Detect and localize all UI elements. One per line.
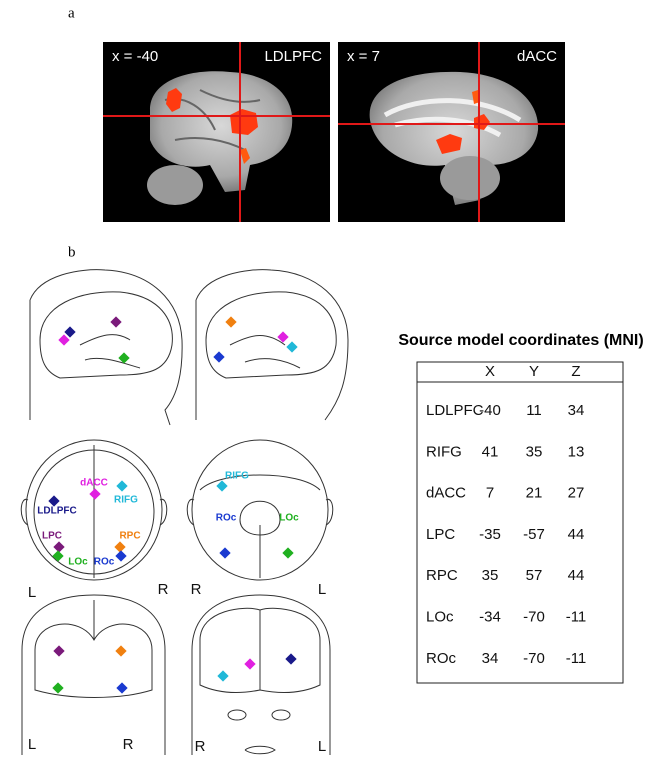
table-cell: -11	[566, 650, 587, 667]
table-cell: -35	[479, 526, 501, 543]
table-cell: 13	[568, 443, 585, 460]
table-cell: 21	[526, 485, 543, 502]
column-header: Y	[529, 363, 539, 380]
source-label: RPC	[119, 531, 140, 542]
row-header: RPC	[426, 567, 458, 584]
row-header: ROc	[426, 650, 457, 667]
table-cell: -40	[479, 402, 501, 419]
source-label: LPC	[42, 531, 62, 542]
table-cell: 34	[568, 402, 585, 419]
image-coord: x = -40	[112, 48, 158, 65]
row-header: LOc	[426, 608, 454, 625]
image-region: dACC	[517, 48, 557, 65]
source-label: RIFG	[114, 495, 138, 506]
table-cell: 57	[526, 567, 543, 584]
source-label: LOc	[279, 513, 299, 524]
hemisphere-label: R	[158, 581, 169, 598]
panel-label: a	[68, 5, 75, 21]
row-header: dACC	[426, 485, 466, 502]
head-outline	[29, 269, 349, 426]
table-cell: -11	[566, 608, 587, 625]
image-coord: x = 7	[347, 48, 380, 65]
table-cell: 35	[526, 443, 543, 460]
table-title: Source model coordinates (MNI)	[398, 332, 643, 349]
hemisphere-label: L	[28, 736, 36, 753]
table-cell: 7	[486, 485, 494, 502]
row-header: LPC	[426, 526, 455, 543]
table-cell: 34	[482, 650, 499, 667]
row-header: RIFG	[426, 443, 462, 460]
row-header: LDLPFC	[426, 402, 484, 419]
table-cell: 44	[568, 567, 585, 584]
source-label: LOc	[68, 557, 88, 568]
hemisphere-label: R	[191, 581, 202, 598]
column-header: X	[485, 363, 495, 380]
table-cell: -34	[479, 608, 501, 625]
table-cell: -70	[523, 608, 545, 625]
hemisphere-label: L	[28, 584, 36, 601]
table-cell: -57	[523, 526, 545, 543]
hemisphere-label: R	[123, 736, 134, 753]
table-cell: 27	[568, 485, 585, 502]
source-label: ROc	[94, 557, 115, 568]
column-header: Z	[571, 363, 580, 380]
head-outline	[21, 594, 331, 755]
table-cell: 44	[568, 526, 585, 543]
panel-label: b	[68, 244, 76, 260]
head-outline	[20, 439, 334, 581]
hemisphere-label: R	[195, 738, 206, 755]
table-border	[416, 361, 624, 684]
table-cell: 35	[482, 567, 499, 584]
mri-image	[338, 42, 565, 222]
hemisphere-label: L	[318, 581, 326, 598]
source-label: LDLPFC	[37, 506, 76, 517]
source-label: ROc	[216, 513, 237, 524]
mri-image	[103, 42, 330, 222]
hemisphere-label: L	[318, 738, 326, 755]
source-label: RIFG	[225, 471, 249, 482]
table-cell: 41	[482, 443, 499, 460]
table-cell: 11	[526, 402, 542, 419]
source-label: dACC	[80, 478, 108, 489]
table-cell: -70	[523, 650, 545, 667]
image-region: LDLPFC	[264, 48, 322, 65]
